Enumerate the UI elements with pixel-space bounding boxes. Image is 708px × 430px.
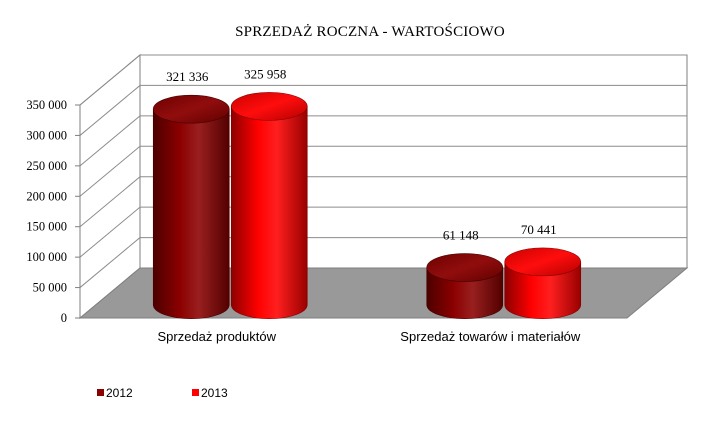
x-tick-label: Sprzedaż produktów: [157, 329, 276, 344]
legend: 2012 2013: [97, 386, 228, 400]
bar-body: [504, 261, 582, 320]
data-label: 61 148: [443, 228, 479, 243]
gridline-side: [79, 176, 141, 228]
bar-top: [152, 94, 230, 124]
y-tick-label: 250 000: [26, 159, 67, 173]
legend-label: 2013: [201, 386, 228, 400]
legend-swatch: [97, 389, 104, 396]
data-label: 325 958: [244, 66, 286, 81]
gridline-side: [79, 145, 141, 197]
bar-top: [504, 247, 582, 277]
y-tick-label: 200 000: [26, 189, 67, 203]
y-tick-label: 100 000: [26, 250, 67, 264]
gridline-side: [79, 85, 141, 136]
gridline-side: [79, 237, 141, 288]
bar-body: [426, 267, 504, 320]
bar-body: [152, 108, 230, 320]
bar-top: [230, 92, 308, 121]
legend-swatch: [192, 389, 199, 396]
gridline-side: [79, 115, 141, 167]
data-label: 70 441: [521, 222, 557, 237]
gridline-side: [79, 54, 141, 106]
chart-title: SPRZEDAŻ ROCZNA - WARTOŚCIOWO: [235, 23, 505, 40]
bar-2012: [152, 94, 230, 320]
y-tick-label: 50 000: [33, 281, 67, 295]
bars: [152, 92, 582, 320]
bar-2013: [504, 247, 582, 320]
x-tick-label: Sprzedaż towarów i materiałów: [400, 329, 581, 344]
y-tick-label: 300 000: [26, 128, 67, 142]
bar-2013: [230, 92, 308, 320]
y-axis: 0 50 000 100 000 150 000 200 000 250 000 300 0…: [26, 98, 80, 325]
legend-label: 2012: [106, 386, 133, 400]
y-tick-label: 350 000: [26, 98, 67, 112]
data-label: 321 336: [166, 69, 209, 84]
data-labels: 321 336 325 958 61 148 70 441: [166, 66, 557, 242]
y-tick-label: 150 000: [26, 220, 67, 234]
bar-2012: [426, 253, 504, 320]
gridline-side: [79, 206, 141, 258]
x-axis: Sprzedaż produktów Sprzedaż towarów i mat…: [157, 329, 580, 344]
bar-body: [230, 106, 308, 320]
bar-top: [426, 253, 504, 282]
y-tick-label: 0: [61, 311, 67, 325]
